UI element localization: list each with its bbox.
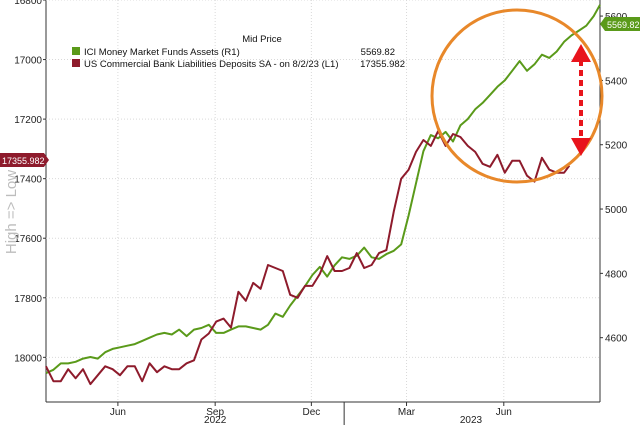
- right-tick-label: 4800: [605, 269, 628, 280]
- left-current-label: 17355.982: [2, 156, 45, 166]
- series-line-mmf: [45, 4, 601, 375]
- right-tick-label: 5200: [605, 141, 628, 152]
- side-label: High => Low: [3, 170, 20, 254]
- legend-label-mmf: ICI Money Market Funds Assets (R1): [84, 47, 240, 58]
- right-tick-label: 5000: [605, 205, 628, 216]
- double-arrow-head-up: [571, 44, 591, 62]
- series-line-deposits: [45, 130, 571, 386]
- legend-title: Mid Price: [242, 34, 282, 45]
- x-tick-label: Jun: [110, 407, 126, 418]
- right-axis-ticks: 460048005000520054005600: [600, 12, 628, 345]
- legend: Mid Price ICI Money Market Funds Assets …: [72, 34, 405, 70]
- left-tick-label: 17400: [14, 175, 42, 186]
- right-tick-label: 5400: [605, 76, 628, 87]
- annotation-layer: [430, 8, 604, 184]
- legend-swatch-deposits: [72, 59, 80, 67]
- left-current-marker: 17355.982: [0, 153, 49, 167]
- x-year-label: 2023: [460, 415, 483, 425]
- left-tick-label: 17000: [14, 56, 42, 67]
- left-tick-label: 16800: [14, 0, 42, 7]
- legend-value-deposits: 17355.982: [360, 59, 405, 70]
- right-current-label: 5569.82: [607, 20, 640, 30]
- x-tick-label: Sep: [206, 407, 224, 418]
- right-current-marker: 5569.82: [600, 17, 640, 31]
- series-layer: [45, 4, 601, 386]
- x-tick-label: Mar: [398, 407, 416, 418]
- x-tick-label: Jun: [496, 407, 512, 418]
- left-tick-label: 18000: [14, 353, 42, 364]
- gridlines: [45, 0, 601, 403]
- left-tick-label: 17800: [14, 294, 42, 305]
- double-arrow-head-down: [571, 138, 591, 156]
- left-tick-label: 17600: [14, 234, 42, 245]
- x-tick-label: Dec: [302, 407, 320, 418]
- highlight-ellipse: [430, 8, 604, 184]
- x-axis-ticks: Jun Sep Dec Mar Jun 2022 2023: [110, 402, 512, 425]
- left-tick-label: 17200: [14, 115, 42, 126]
- left-axis-ticks: 16800 17000 17200 17400 17600 17800 18000: [14, 0, 46, 364]
- right-tick-label: 4600: [605, 334, 628, 345]
- x-year-label: 2022: [204, 415, 227, 425]
- legend-swatch-mmf: [72, 47, 80, 55]
- legend-value-mmf: 5569.82: [361, 47, 395, 58]
- legend-label-deposits: US Commercial Bank Liabilities Deposits …: [84, 59, 339, 70]
